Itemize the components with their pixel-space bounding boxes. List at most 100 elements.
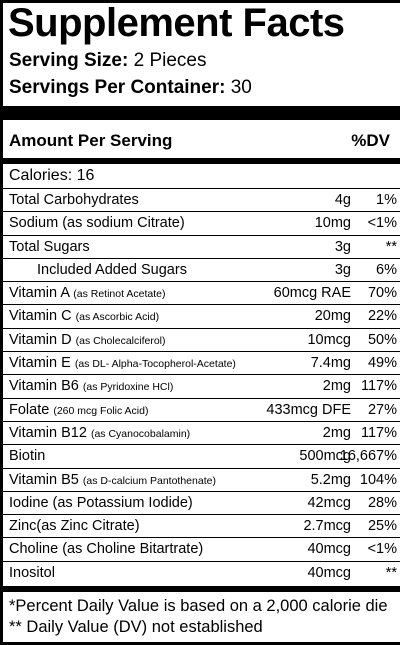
nutrient-dv: 117% — [360, 424, 397, 441]
nutrient-source: (as Cholecalciferol) — [75, 334, 166, 347]
nutrient-amount: 7.4mg — [310, 355, 351, 372]
amount-per-serving-header: Amount Per Serving — [9, 131, 173, 150]
nutrient-label: Vitamin D — [9, 331, 72, 348]
serving-size-value: 2 Pieces — [133, 50, 207, 71]
nutrient-dv: 22% — [367, 308, 397, 325]
nutrient-name: Folate (260 mcg Folic Acid) — [9, 402, 148, 418]
nutrient-name: Vitamin B5 (as D-calcium Pantothenate) — [9, 472, 216, 488]
table-row: Zinc(as Zinc Citrate) 2.7mcg 25% — [3, 514, 400, 537]
footnote-not-established: ** Daily Value (DV) not established — [9, 618, 263, 636]
nutrient-label: Sodium (as sodium Citrate) — [9, 215, 185, 232]
nutrient-amount: 40mcg — [307, 564, 351, 581]
nutrient-dv: ** — [385, 238, 397, 255]
nutrient-label: Vitamin A — [9, 285, 70, 302]
nutrient-label: Biotin — [9, 448, 46, 465]
nutrient-amount: 2mg — [322, 378, 351, 395]
nutrient-label: Vitamin B12 — [9, 424, 87, 441]
table-row: Vitamin C (as Ascorbic Acid) 20mg 22% — [3, 304, 400, 327]
nutrient-dv: 25% — [367, 518, 397, 535]
table-row: Inositol 40mcg ** — [3, 560, 400, 584]
nutrient-name: Biotin — [9, 448, 45, 464]
table-row: Vitamin A (as Retinot Acetate) 60mcg RAE 7… — [3, 281, 400, 304]
thick-divider — [3, 106, 400, 120]
table-row: Vitamin E (as DL- Alpha-Tocopherol-Aceta… — [3, 351, 400, 374]
table-row: Biotin 500mcg 16,667% — [3, 444, 400, 467]
nutrient-name: Vitamin A (as Retinot Acetate) — [9, 285, 165, 301]
footer-divider — [3, 586, 400, 592]
nutrient-source: (as Retinot Acetate) — [73, 288, 166, 301]
table-row: Vitamin B5 (as D-calcium Pantothenate) 5.… — [3, 467, 400, 491]
table-row: Folate (260 mcg Folic Acid) 433mcg DFE 27% — [3, 397, 400, 421]
nutrient-amount: 10mg — [314, 215, 351, 232]
nutrient-dv: 104% — [359, 471, 397, 488]
table-row: Vitamin B12 (as Cyanocobalamin) 2mg 117% — [3, 420, 400, 444]
nutrient-dv: 27% — [367, 401, 397, 418]
nutrient-label: Inositol — [9, 564, 55, 581]
nutrient-dv: ** — [385, 564, 397, 581]
table-row: Vitamin B6 (as Pyridoxine HCl) 2mg 117% — [3, 374, 400, 397]
nutrient-amount: 60mcg RAE — [273, 285, 351, 302]
nutrient-name: Zinc(as Zinc Citrate) — [9, 518, 140, 534]
nutrient-name: Vitamin C (as Ascorbic Acid) — [9, 308, 159, 324]
nutrient-dv: 16,667% — [339, 448, 397, 465]
nutrient-dv: 1% — [376, 192, 397, 208]
nutrient-source: (as Cyanocobalamin) — [90, 427, 191, 440]
nutrient-source: (as D-calcium Pantothenate) — [82, 474, 216, 487]
nutrient-name: Total Sugars — [9, 239, 90, 255]
nutrient-amount: 433mcg DFE — [266, 401, 351, 418]
nutrient-amount: 5.2mg — [310, 471, 351, 488]
nutrient-source: (as Ascorbic Acid) — [75, 311, 160, 324]
nutrient-label: Total Carbohydrates — [9, 192, 139, 208]
nutrient-dv: 49% — [367, 355, 397, 372]
nutrient-amount: 4g — [334, 192, 351, 208]
nutrient-name: Included Added Sugars — [37, 262, 187, 278]
servings-per-container: Servings Per Container: 30 — [9, 77, 252, 99]
dv-header: %DV — [351, 131, 390, 150]
table-row: Iodine (as Potassium Iodide) 42mcg 28% — [3, 490, 400, 514]
nutrient-name: Total Carbohydrates — [9, 192, 139, 208]
nutrient-label: Total Sugars — [9, 238, 90, 255]
nutrient-dv: 6% — [376, 261, 397, 278]
table-row: Total Sugars 3g ** — [3, 234, 400, 258]
nutrient-amount: 42mcg — [307, 494, 351, 511]
nutrient-amount: 2mg — [322, 424, 351, 441]
table-row: Included Added Sugars 3g 6% — [3, 257, 400, 281]
nutrient-label: Vitamin B6 — [9, 378, 79, 395]
nutrient-dv: <1% — [367, 215, 397, 232]
nutrient-label: Vitamin B5 — [9, 471, 79, 488]
servings-per-container-label: Servings Per Container: — [9, 77, 226, 98]
table-row: Vitamin D (as Cholecalciferol) 10mcg 50% — [3, 327, 400, 351]
nutrient-name: Inositol — [9, 565, 55, 581]
panel-title: Supplement Facts — [8, 1, 345, 45]
nutrient-label: Choline (as Choline Bitartrate) — [9, 541, 204, 558]
nutrient-name: Vitamin D (as Cholecalciferol) — [9, 332, 166, 348]
nutrient-name: Sodium (as sodium Citrate) — [9, 215, 185, 231]
nutrient-dv: 28% — [367, 494, 397, 511]
nutrient-dv: 70% — [367, 285, 397, 302]
table-row: Choline (as Choline Bitartrate) 40mcg <1% — [3, 537, 400, 560]
medium-divider — [3, 158, 400, 164]
nutrient-name: Vitamin B6 (as Pyridoxine HCl) — [9, 378, 173, 394]
nutrient-amount: 2.7mcg — [303, 518, 351, 535]
nutrient-label: Vitamin C — [9, 308, 72, 325]
table-row: Total Carbohydrates 4g 1% — [3, 188, 400, 211]
serving-size: Serving Size: 2 Pieces — [9, 50, 206, 72]
nutrient-label: Included Added Sugars — [37, 261, 187, 278]
nutrient-label: Zinc(as Zinc Citrate) — [9, 518, 140, 535]
nutrient-label: Vitamin E — [9, 355, 71, 372]
nutrient-amount: 40mcg — [307, 541, 351, 558]
nutrient-label: Iodine (as Potassium Iodide) — [9, 494, 193, 511]
nutrient-dv: <1% — [367, 541, 397, 558]
nutrient-amount: 3g — [334, 238, 351, 255]
nutrient-name: Vitamin E (as DL- Alpha-Tocopherol-Aceta… — [9, 355, 236, 371]
nutrient-name: Choline (as Choline Bitartrate) — [9, 541, 203, 557]
nutrient-dv: 117% — [360, 378, 397, 395]
nutrient-name: Iodine (as Potassium Iodide) — [9, 495, 193, 511]
nutrient-dv: 50% — [367, 331, 397, 348]
nutrient-source: (as DL- Alpha-Tocopherol-Acetate) — [74, 358, 236, 371]
nutrient-amount: 10mcg — [307, 331, 351, 348]
nutrient-source: (as Pyridoxine HCl) — [82, 381, 174, 394]
nutrient-label: Folate — [9, 401, 50, 418]
nutrient-name: Vitamin B12 (as Cyanocobalamin) — [9, 425, 190, 441]
